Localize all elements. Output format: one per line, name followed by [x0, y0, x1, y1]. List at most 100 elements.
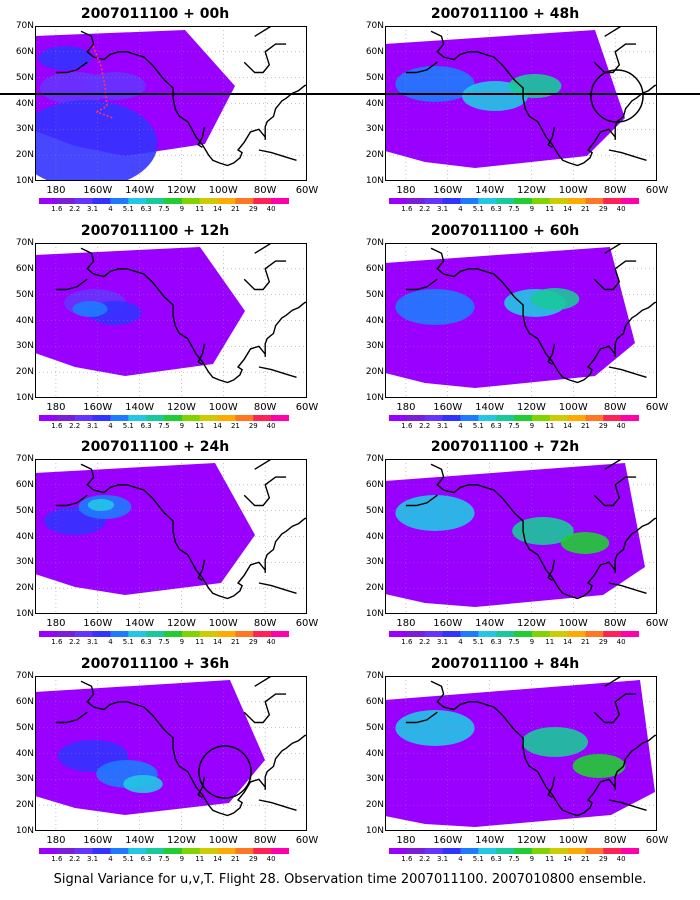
colorbar-swatch — [603, 198, 622, 204]
coastline — [593, 476, 637, 507]
coastline — [604, 243, 622, 254]
colorbar-label: 11 — [195, 205, 205, 213]
panel-title: 2007011100 + 00h — [80, 6, 230, 22]
colorbar — [39, 198, 289, 204]
lon-tick-label: 120W — [516, 185, 546, 196]
colorbar-label: 21 — [580, 205, 590, 213]
map-panel-p84: 2007011100 + 84h 70N 60N 50N 40N 30N 20N 10N 180… — [355, 655, 669, 865]
coastline — [604, 459, 622, 470]
colorbar-swatch — [478, 631, 497, 637]
variance-base-region — [385, 247, 635, 388]
colorbar-label: 21 — [580, 855, 590, 863]
colorbar-swatch — [164, 415, 183, 421]
colorbar-label: 4 — [458, 855, 463, 863]
colorbar-swatch — [56, 631, 76, 637]
variance-map — [35, 459, 307, 614]
colorbar-swatch — [217, 848, 236, 854]
lon-tick-label: 180 — [46, 618, 66, 629]
lon-tick-label: 80W — [253, 835, 277, 846]
variance-base-region — [35, 463, 255, 595]
coastline — [264, 517, 307, 573]
lon-tick-label: 140W — [125, 618, 155, 629]
colorbar-swatch — [110, 198, 129, 204]
coastline — [608, 582, 647, 594]
colorbar-swatch — [585, 848, 604, 854]
colorbar-swatch — [110, 415, 129, 421]
lat-tick-label: 40N — [365, 315, 384, 326]
variance-contour — [35, 100, 158, 181]
colorbar-swatch — [531, 631, 551, 637]
colorbar-label: 3.1 — [86, 855, 99, 863]
lat-tick-label: 60N — [15, 46, 34, 57]
colorbar-swatch — [585, 198, 604, 204]
colorbar-label: 9 — [529, 205, 535, 213]
coastline — [614, 517, 657, 573]
colorbar-label: 29 — [598, 422, 608, 430]
colorbar-swatch — [514, 848, 533, 854]
colorbar-label: 14 — [563, 205, 573, 213]
colorbar-label: 11 — [195, 422, 205, 430]
colorbar-label: 6.3 — [490, 638, 502, 646]
colorbar — [389, 848, 639, 854]
colorbar-label: 3.1 — [436, 422, 449, 430]
colorbar-swatch — [128, 198, 147, 204]
colorbar-swatch — [621, 198, 639, 204]
lat-tick-label: 30N — [15, 124, 34, 135]
colorbar-label: 21 — [230, 855, 240, 863]
colorbar-swatch — [128, 848, 147, 854]
coastline — [604, 26, 622, 37]
colorbar-swatch — [514, 198, 533, 204]
coastline — [614, 734, 657, 790]
variance-map — [35, 243, 307, 398]
lat-tick-label: 70N — [15, 454, 34, 464]
colorbar-swatch — [460, 198, 479, 204]
colorbar-swatch — [389, 848, 408, 854]
colorbar-label: 40 — [616, 855, 626, 863]
colorbar-label: 7.5 — [508, 205, 520, 213]
lon-tick-label: 140W — [125, 402, 155, 413]
colorbar-label: 6.3 — [490, 205, 502, 213]
lat-tick-label: 70N — [365, 238, 384, 248]
colorbar-label: 21 — [230, 422, 240, 430]
lon-tick-label: 180 — [46, 402, 66, 413]
colorbar-swatch — [39, 198, 58, 204]
lon-tick-label: 100W — [208, 835, 238, 846]
colorbar-label: 14 — [563, 422, 573, 430]
colorbar-swatch — [181, 415, 201, 421]
colorbar-label: 21 — [230, 205, 240, 213]
colorbar-label: 5.1 — [122, 205, 134, 213]
colorbar-label: 1.6 — [51, 422, 63, 430]
lat-tick-label: 20N — [365, 800, 384, 811]
colorbar-swatch — [406, 198, 426, 204]
colorbar-label: 9 — [179, 205, 185, 213]
coastline — [430, 680, 616, 817]
lat-tick-label: 10N — [365, 393, 384, 403]
colorbar-label: 7.5 — [158, 205, 170, 213]
colorbar-label: 1.6 — [401, 422, 413, 430]
colorbar-swatch — [496, 631, 515, 637]
colorbar-swatch — [217, 198, 236, 204]
lat-tick-label: 30N — [365, 124, 384, 135]
colorbar-label: 21 — [580, 422, 590, 430]
colorbar-swatch — [92, 631, 111, 637]
colorbar-label: 2.2 — [69, 638, 81, 646]
lon-tick-label: 80W — [603, 618, 627, 629]
lat-tick-label: 70N — [365, 21, 384, 31]
lon-tick-label: 120W — [166, 618, 196, 629]
colorbar-swatch — [621, 848, 639, 854]
colorbar-swatch — [217, 415, 236, 421]
lon-tick-label: 120W — [516, 618, 546, 629]
colorbar-swatch — [514, 415, 533, 421]
lon-tick-label: 120W — [516, 402, 546, 413]
lon-tick-label: 180 — [46, 835, 66, 846]
lon-tick-label: 180 — [396, 185, 416, 196]
colorbar-swatch — [92, 848, 111, 854]
colorbar-swatch — [442, 848, 461, 854]
lat-tick-label: 50N — [365, 289, 384, 300]
variance-contour — [530, 288, 580, 310]
colorbar-swatch — [74, 848, 94, 854]
colorbar-swatch — [74, 631, 94, 637]
lon-tick-label: 100W — [208, 618, 238, 629]
colorbar-swatch — [271, 415, 289, 421]
coastline — [547, 126, 556, 148]
